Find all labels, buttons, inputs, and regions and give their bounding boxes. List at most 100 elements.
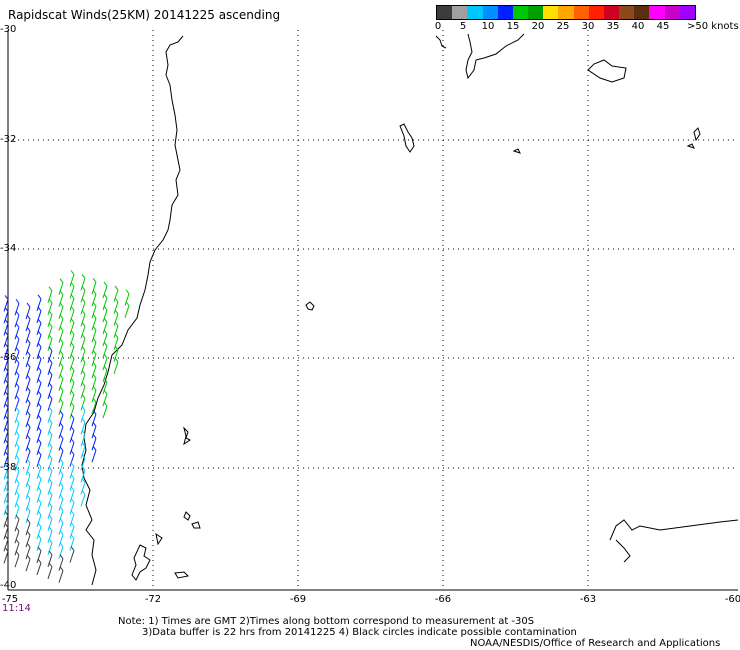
wind-barb [14,435,20,448]
wind-barb [58,390,64,403]
wind-barb-flag [15,370,20,376]
wind-barb [58,534,64,547]
wind-barb [47,314,53,327]
wind-barb [36,310,42,324]
wind-barb [102,381,108,395]
wind-barb [102,405,108,419]
wind-barb-flag [37,414,42,420]
wind-barb-flag [125,289,130,295]
wind-barb [25,558,31,572]
wind-barb [36,418,42,432]
wind-barb [69,382,75,395]
wind-barb [69,478,75,491]
wind-barb [25,546,31,560]
colorbar-segment [528,6,544,19]
wind-barb [69,286,75,299]
wind-barb [36,562,42,576]
colorbar-label: 10 [481,21,495,32]
wind-barb [25,306,31,320]
wind-barb-flag [4,463,9,468]
wind-barb [58,306,64,319]
colorbar-segment [543,6,559,19]
wind-barb-flag [59,374,64,379]
wind-barb [47,338,53,351]
wind-barb [36,454,42,468]
wind-barb-flag [37,390,42,396]
wind-barb [25,414,31,428]
wind-barb [14,315,20,328]
wind-barb-flag [37,534,42,540]
wind-barb-flag [70,330,75,335]
note-line-2: 3)Data buffer is 22 hrs from 20141225 4)… [142,627,577,638]
wind-barb-flag [26,314,31,320]
wind-barb [58,474,64,487]
wind-barb-flag [37,498,42,504]
colorbar-label: 40 [631,21,645,32]
wind-barb-flag [81,346,86,351]
wind-barb-flag [48,334,53,340]
wind-barb-flag [70,510,75,515]
wind-barb-flag [70,354,75,359]
wind-barb [36,334,42,348]
wind-barb-flag [59,290,64,295]
wind-barb [47,470,53,483]
wind-barb [47,542,53,555]
wind-barb [14,351,20,364]
wind-barb-flag [81,310,86,315]
colorbar-segment [558,6,574,19]
grid [8,30,738,590]
wind-barb-flag [26,350,31,356]
wind-barb-flag [114,345,119,351]
wind-barb [25,366,31,380]
wind-barb [14,303,20,316]
coastline-estuary [465,33,525,80]
wind-barb [80,410,86,423]
wind-barb [14,387,20,400]
colorbar-segment [634,6,650,19]
wind-barb [58,450,64,463]
colorbar-segment [619,6,635,19]
wind-barb-flag [70,366,75,371]
wind-barb [69,370,75,383]
wind-barb-flag [37,522,42,528]
wind-barb [58,498,64,511]
wind-barb [58,570,64,583]
wind-barb [36,442,42,456]
wind-barb [36,298,42,312]
wind-barb-flag [26,422,31,428]
wind-barb [25,510,31,524]
wind-barb [102,309,108,323]
wind-barb-flag [15,418,20,424]
wind-barb [91,342,97,355]
wind-barb-flag [114,357,119,363]
wind-barb [3,419,9,432]
wind-barb-flag [59,446,64,451]
wind-barb-flag [59,470,64,475]
wind-barb-flag [4,415,9,420]
longitude-label: -72 [144,594,162,605]
wind-barb-flag [15,454,20,460]
wind-barb [69,358,75,371]
wind-barb [80,482,86,495]
wind-barb [69,334,75,347]
wind-barb-flag [103,329,108,335]
wind-barb [69,466,75,479]
coastline-north-patch [435,35,447,49]
wind-barb [80,398,86,411]
wind-barb-flag [70,426,75,431]
colorbar-segment [467,6,483,19]
wind-barb [14,375,20,388]
wind-barb-flag [59,314,64,319]
wind-barb [47,530,53,543]
wind-barb-flag [81,370,86,375]
wind-barb-flag [92,397,97,403]
latitude-label: -32 [0,134,17,145]
wind-barb-flag [26,374,31,380]
wind-barb-flag [26,482,31,488]
wind-barb [91,318,97,331]
wind-barb-flag [26,530,31,536]
wind-barb-flag [15,442,20,448]
wind-barb-flag [70,498,75,503]
wind-barb [91,306,97,319]
wind-barb-flag [4,523,9,528]
